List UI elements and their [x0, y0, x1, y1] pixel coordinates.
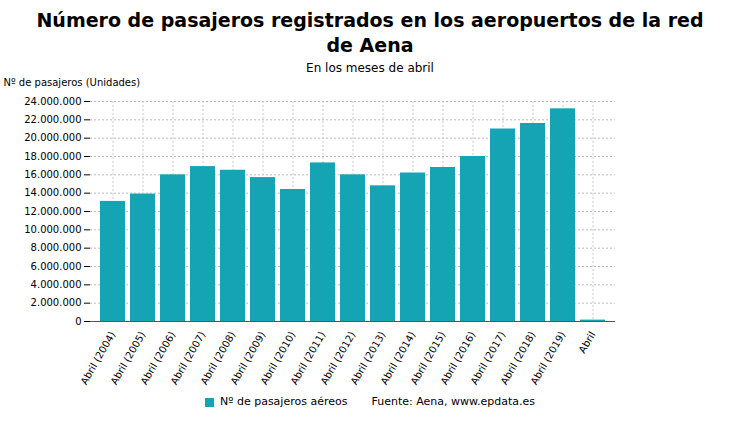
html-text:Número de pasajeros registrado: Número de pasajeros registrados en los a…: [36, 9, 704, 56]
svg-text:Abril (2005): Abril (2005): [108, 329, 148, 387]
svg-text:14.000.000: 14.000.000: [24, 187, 81, 198]
svg-text:18.000.000: 18.000.000: [24, 151, 81, 162]
html-text:En los meses de abril: En los meses de abril: [306, 61, 434, 75]
svg-text:Abril (2009): Abril (2009): [228, 329, 268, 387]
svg-text:12.000.000: 12.000.000: [24, 206, 81, 217]
svg-text:Abril (2006): Abril (2006): [138, 329, 178, 387]
svg-text:Abril (2019): Abril (2019): [528, 330, 567, 387]
svg-text:4.000.000: 4.000.000: [31, 279, 82, 290]
html-text:Fuente: Aena, www.epdata.es: Fuente: Aena, www.epdata.es: [371, 395, 535, 408]
svg-text:Abril (2007): Abril (2007): [168, 329, 208, 387]
svg-text:Abril (2008): Abril (2008): [198, 329, 238, 387]
svg-text:24.000.000: 24.000.000: [24, 96, 81, 107]
svg-text:0: 0: [75, 316, 81, 327]
svg-text:Abril (2017): Abril (2017): [468, 329, 508, 387]
svg-text:16.000.000: 16.000.000: [24, 169, 81, 180]
html-text:Nº de pasajeros aéreos: Nº de pasajeros aéreos: [220, 395, 348, 408]
svg-text:Abril (2011): Abril (2011): [288, 329, 328, 387]
svg-text:Abril (2016): Abril (2016): [438, 329, 478, 387]
svg-text:Abril (2004): Abril (2004): [78, 329, 118, 387]
svg-text:6.000.000: 6.000.000: [31, 261, 82, 272]
svg-text:Abril (2012): Abril (2012): [318, 329, 358, 387]
svg-text:8.000.000: 8.000.000: [31, 242, 82, 253]
svg-text:22.000.000: 22.000.000: [24, 114, 81, 125]
svg-text:Abril (2018): Abril (2018): [498, 329, 538, 387]
svg-text:Abril (2015): Abril (2015): [408, 329, 448, 387]
svg-text:Abril: Abril: [577, 330, 598, 355]
svg-text:Abril (2014): Abril (2014): [378, 329, 418, 387]
svg-text:10.000.000: 10.000.000: [24, 224, 81, 235]
svg-text:Abril (2013): Abril (2013): [348, 329, 388, 387]
svg-text:2.000.000: 2.000.000: [31, 297, 82, 308]
svg-text:Nº de pasajeros (Unidades): Nº de pasajeros (Unidades): [4, 77, 141, 88]
svg-text:Abril (2010): Abril (2010): [258, 329, 298, 387]
svg-text:20.000.000: 20.000.000: [24, 132, 81, 143]
